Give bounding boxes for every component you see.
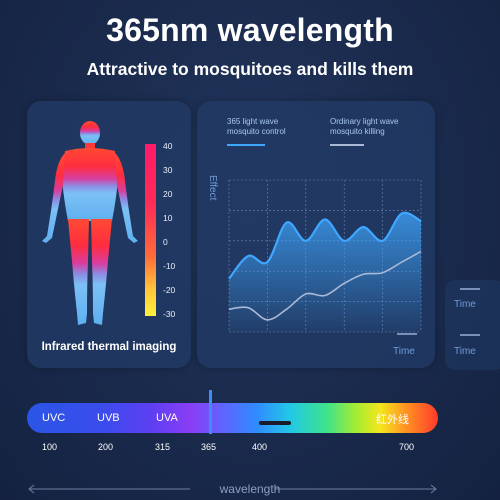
y-axis-label: Effect (207, 175, 218, 201)
band-label-infrared: 红外线 (376, 413, 409, 426)
spectrum-indicator (259, 421, 291, 425)
wavelength-tick: 200 (98, 442, 114, 452)
scale-label: -10 (163, 261, 176, 271)
page-title: 365nm wavelength (106, 12, 394, 48)
thermal-body-figure (42, 121, 156, 325)
scale-label: 10 (163, 213, 173, 223)
temperature-scale-bar (145, 144, 156, 316)
effect-line-chart (228, 179, 422, 333)
page-subtitle: Attractive to mosquitoes and kills them (86, 59, 414, 79)
scale-label: -30 (163, 309, 176, 319)
scale-label: 20 (163, 189, 173, 199)
scale-label: -20 (163, 285, 176, 295)
wavelength-tick: 100 (42, 442, 58, 452)
series-line-ordinary (228, 250, 422, 321)
ghost-tick-mark (460, 288, 480, 290)
wavelength-tick: 315 (155, 442, 171, 452)
wavelength-axis-arrow (28, 484, 437, 494)
partial-card (445, 280, 500, 370)
wavelength-tick: 365 (201, 442, 217, 452)
legend-swatch-365 (227, 144, 265, 146)
legend-swatch-ordinary (330, 144, 364, 146)
ghost-tick-mark (460, 334, 480, 336)
ghost-time-label: Time (454, 346, 476, 357)
band-label-uvc: UVC (42, 412, 66, 424)
legend-label-365: 365 light wave mosquito control (227, 117, 286, 136)
scale-label: 0 (163, 237, 168, 247)
scale-label: 30 (163, 165, 173, 175)
band-label-uva: UVA (156, 412, 178, 424)
wavelength-axis-label: wavelength (219, 482, 281, 496)
wavelength-marker-365 (209, 390, 212, 434)
thermal-imaging-label: Infrared thermal imaging (41, 341, 177, 353)
band-label-uvb: UVB (97, 412, 120, 424)
spectrum-bar (27, 403, 438, 433)
wavelength-tick: 700 (399, 442, 415, 452)
scale-label: 40 (163, 141, 173, 151)
x-axis-label: Time (393, 346, 415, 357)
legend-label-ordinary: Ordinary light wave mosquito killing (330, 117, 399, 136)
wavelength-tick: 400 (252, 442, 268, 452)
ghost-time-label: Time (454, 299, 476, 310)
series-line-365 (228, 211, 422, 280)
x-axis-tick-mark (397, 333, 417, 335)
